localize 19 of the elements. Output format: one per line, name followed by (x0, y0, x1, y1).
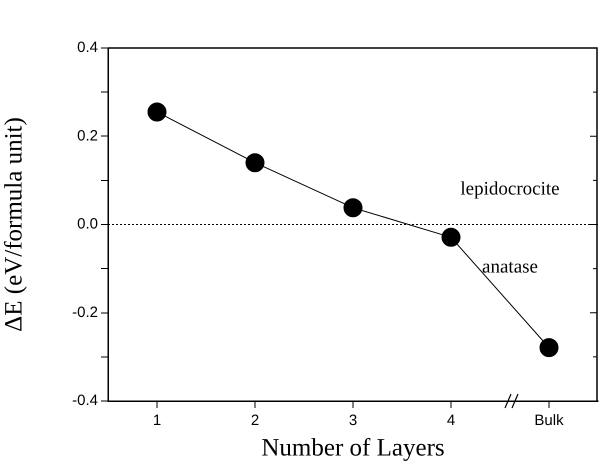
point (540, 338, 558, 358)
y-axis-title: ΔE (eV/formula unit) (0, 117, 28, 332)
y-tick-label: -0.2 (72, 304, 98, 321)
point (442, 228, 460, 247)
annotation: anatase (482, 256, 538, 278)
y-tick-label: 0.2 (77, 127, 98, 144)
x-tick-label: Bulk (534, 412, 564, 430)
point (344, 198, 362, 218)
y-tick-label: 0.4 (77, 39, 98, 56)
x-axis-title: Number of Layers (261, 434, 445, 462)
x-tick-label: 3 (348, 412, 358, 430)
x-tick-label: 4 (446, 412, 456, 430)
point (148, 102, 166, 122)
x-tick-label: 1 (152, 412, 162, 430)
y-tick-label: -0.4 (72, 392, 98, 410)
annotation: lepidocrocite (460, 178, 560, 200)
point (246, 153, 264, 172)
y-tick-label: 0.0 (77, 216, 98, 233)
x-tick-label: 2 (250, 412, 260, 430)
